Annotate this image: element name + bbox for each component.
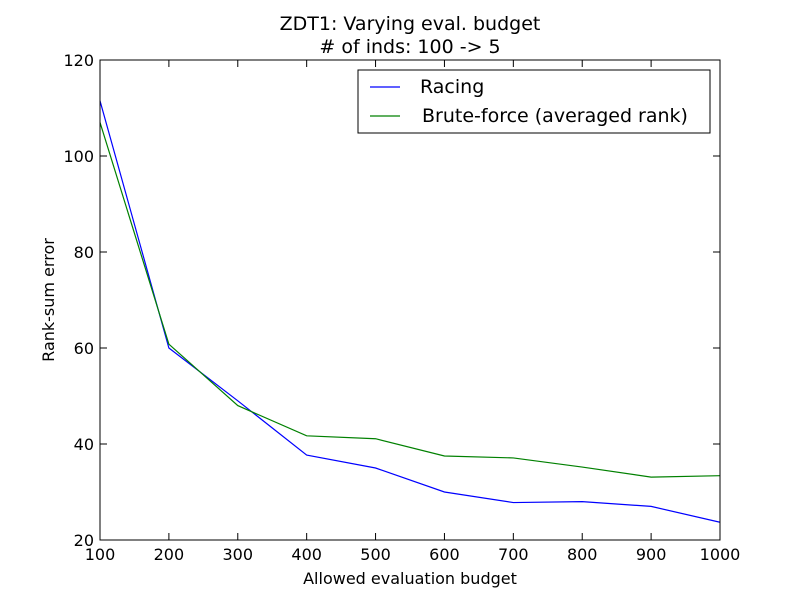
plot-area-frame <box>99 59 721 541</box>
y-tick-label: 100 <box>63 147 94 166</box>
chart-subtitle: # of inds: 100 -> 5 <box>319 36 500 58</box>
x-tick-label: 500 <box>360 545 391 564</box>
x-tick-label: 900 <box>636 545 667 564</box>
legend-label-brute-force: Brute-force (averaged rank) <box>422 105 688 127</box>
chart-title: ZDT1: Varying eval. budget <box>280 13 541 35</box>
y-tick-label: 40 <box>74 435 94 454</box>
ticks-layer: 100 200 300 400 500 600 700 800 900 1000 20 40 60 80 1… <box>63 51 740 564</box>
x-tick-label: 600 <box>429 545 460 564</box>
y-axis-label: Rank-sum error <box>39 238 58 362</box>
x-tick-label: 1000 <box>700 545 741 564</box>
x-tick-label: 100 <box>85 545 116 564</box>
y-tick-label: 80 <box>74 243 94 262</box>
y-tick-label: 120 <box>63 51 94 70</box>
x-axis-label: Allowed evaluation budget <box>303 569 517 588</box>
x-tick-label: 700 <box>498 545 529 564</box>
legend-box <box>357 69 711 134</box>
legend-label-racing: Racing <box>420 76 484 98</box>
y-tick-label: 20 <box>74 531 94 550</box>
x-tick-label: 300 <box>223 545 254 564</box>
y-tick-label: 60 <box>74 339 94 358</box>
series-layer <box>99 100 721 523</box>
x-tick-label: 800 <box>567 545 598 564</box>
x-tick-label: 200 <box>154 545 185 564</box>
series-line-racing <box>99 100 721 523</box>
legend: Racing Brute-force (averaged rank) <box>357 69 711 134</box>
series-line-brute-force-averaged-rank <box>99 122 721 478</box>
x-tick-label: 400 <box>291 545 322 564</box>
